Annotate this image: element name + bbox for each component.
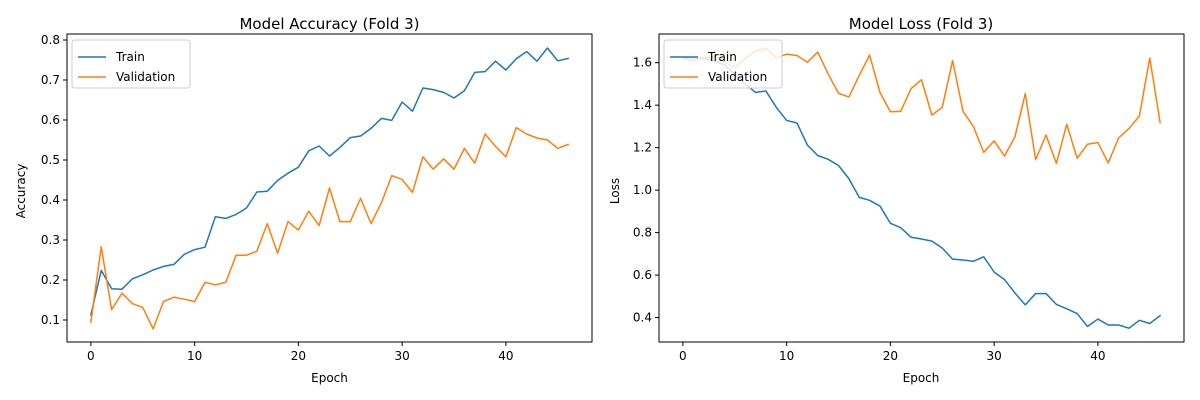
legend: Train Validation	[71, 39, 191, 89]
x-tick-label: 0	[87, 349, 95, 363]
y-tick-label: 0.4	[633, 311, 652, 325]
train-line	[682, 57, 1162, 329]
y-tick-label: 0.7	[41, 73, 60, 87]
y-tick-label: 1.2	[633, 141, 652, 155]
y-tick-label: 1.6	[633, 56, 652, 70]
loss-chart: Model Loss (Fold 3) Epoch Loss 0 10 20 30 40…	[608, 15, 1185, 385]
legend-box	[71, 39, 191, 89]
y-tick-label: 1.4	[633, 98, 652, 112]
x-axis-label: Epoch	[903, 371, 940, 385]
x-tick-label: 30	[986, 349, 1001, 363]
x-tick-label: 40	[498, 349, 513, 363]
x-tick-label: 20	[291, 349, 306, 363]
y-tick-label: 1.0	[633, 183, 652, 197]
series-layer	[89, 47, 570, 330]
chart-title: Model Loss (Fold 3)	[849, 15, 993, 33]
ticks-layer: 0 10 20 30 40 0.4 0.6 0.8 1.0 1.2 1.4 1.6	[633, 56, 1106, 363]
plot-frame	[66, 33, 593, 343]
x-tick-label: 0	[679, 349, 687, 363]
y-tick-label: 0.6	[41, 113, 60, 127]
x-tick-label: 10	[187, 349, 202, 363]
chart-title: Model Accuracy (Fold 3)	[239, 15, 419, 33]
y-tick-label: 0.8	[633, 226, 652, 240]
legend-train-label: Train	[115, 50, 145, 64]
y-tick-label: 0.1	[41, 313, 60, 327]
legend-validation-label: Validation	[708, 70, 767, 84]
x-tick-label: 20	[883, 349, 898, 363]
y-tick-label: 0.8	[41, 33, 60, 47]
x-tick-label: 10	[779, 349, 794, 363]
accuracy-chart: Model Accuracy (Fold 3) Epoch Accuracy 0…	[14, 15, 593, 385]
train-line	[89, 47, 570, 316]
legend-train-label: Train	[707, 50, 737, 64]
legend-box	[663, 39, 783, 89]
y-axis-label: Loss	[608, 178, 622, 204]
ticks-layer: 0 10 20 30 40 0.1 0.2 0.3 0.4 0.5 0.6 0.7 0.8	[41, 33, 514, 363]
legend: Train Validation	[663, 39, 783, 89]
y-tick-label: 0.3	[41, 233, 60, 247]
x-axis-label: Epoch	[311, 371, 348, 385]
y-axis-label: Accuracy	[14, 164, 28, 219]
y-tick-label: 0.6	[633, 268, 652, 282]
plot-frame	[658, 33, 1185, 343]
y-tick-label: 0.4	[41, 193, 60, 207]
y-tick-label: 0.5	[41, 153, 60, 167]
x-tick-label: 40	[1090, 349, 1105, 363]
y-tick-label: 0.2	[41, 273, 60, 287]
legend-validation-label: Validation	[116, 70, 175, 84]
validation-line	[90, 126, 570, 330]
x-tick-label: 30	[394, 349, 409, 363]
